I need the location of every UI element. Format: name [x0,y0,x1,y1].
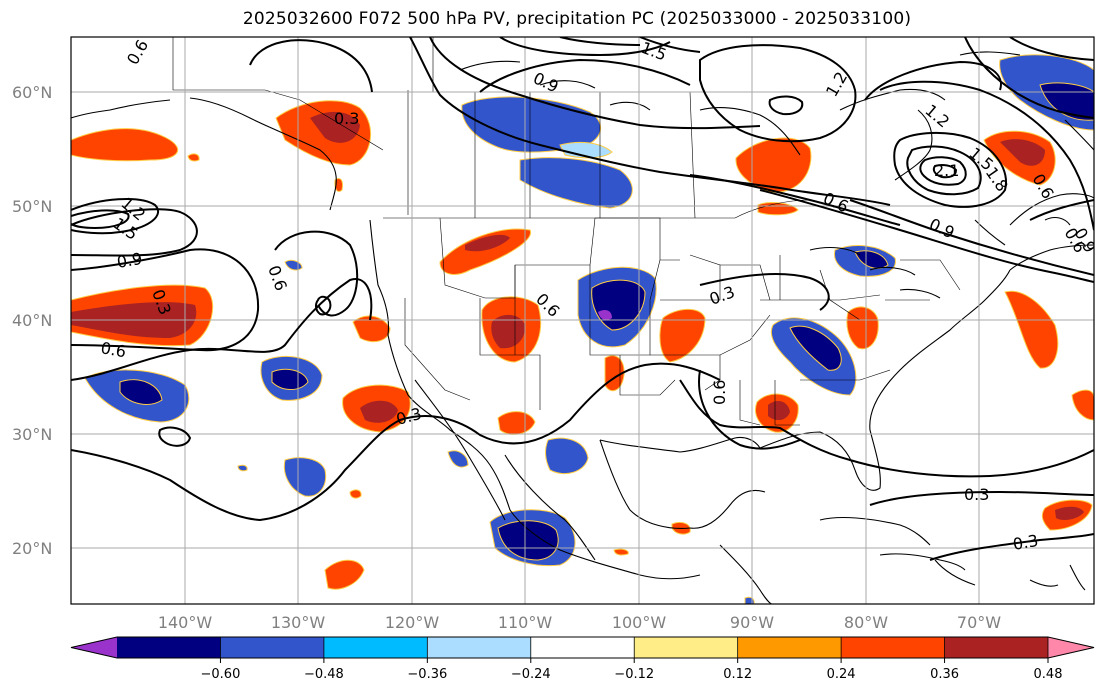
colorbar: −0.60 −0.48 −0.36 −0.24 −0.12 0.12 0.24 0.36 0.4… [70,636,1095,682]
colorbar-bin [737,637,842,658]
colorbar-bin [117,637,221,658]
colorbar-bin [427,637,532,658]
contour-label: 0.3 [334,109,359,128]
precip-shading [71,54,1094,604]
contour-label: 0.9 [115,249,143,272]
lat-label: 30°N [12,425,52,444]
lon-label: 70°W [957,613,1001,632]
lon-label: 90°W [730,613,774,632]
coastlines [71,51,1094,604]
lat-label: 60°N [12,83,52,102]
contour-label: 2.1 [934,161,959,180]
colorbar-bin [634,637,739,658]
political-boundaries [172,37,961,426]
colorbar-tick-label: 0.48 [1034,667,1063,682]
graticule [71,37,1094,604]
colorbar-extend-low [71,637,117,658]
contour-label: 0.3 [1011,531,1039,554]
contour-label: 0.6 [99,338,127,361]
pv-contours [71,37,1094,561]
colorbar-bin [530,637,635,658]
colorbar-tick-label: −0.36 [407,667,447,682]
colorbar-extend-high [1048,637,1094,658]
colorbar-bin [841,637,946,658]
longitude-labels: 140°W 130°W 120°W 110°W 100°W 90°W 80°W … [158,613,1001,632]
colorbar-tick-label: −0.12 [614,667,654,682]
colorbar-tick-label: 0.24 [827,667,856,682]
lon-label: 140°W [158,613,213,632]
colorbar-tick-label: 0.36 [930,667,959,682]
colorbar-tick-label: −0.24 [511,667,551,682]
map-title: 2025032600 F072 500 hPa PV, precipitatio… [242,9,912,29]
lat-label: 40°N [12,311,52,330]
lon-label: 110°W [498,613,553,632]
colorbar-tick-label: −0.48 [304,667,344,682]
lon-label: 100°W [612,613,667,632]
lon-label: 120°W [385,613,440,632]
latitude-labels: 60°N 50°N 40°N 30°N 20°N [12,83,52,558]
colorbar-tick-label: −0.60 [201,667,241,682]
map-area: 0.6 0.6 1.5 1.2 0.9 0.3 1.2 1.5 0.9 0.3 … [71,37,1094,604]
lat-label: 20°N [12,539,52,558]
colorbar-bin [220,637,325,658]
lon-label: 130°W [271,613,326,632]
colorbar-tick-label: 0.12 [723,667,752,682]
colorbar-outline [70,636,1095,659]
lat-label: 50°N [12,197,52,216]
contour-label: 0.6 [710,380,729,405]
map-frame [70,36,1095,605]
colorbar-bin [944,637,1049,658]
contour-label: 0.3 [964,485,989,504]
lon-label: 80°W [844,613,888,632]
colorbar-bin [323,637,428,658]
